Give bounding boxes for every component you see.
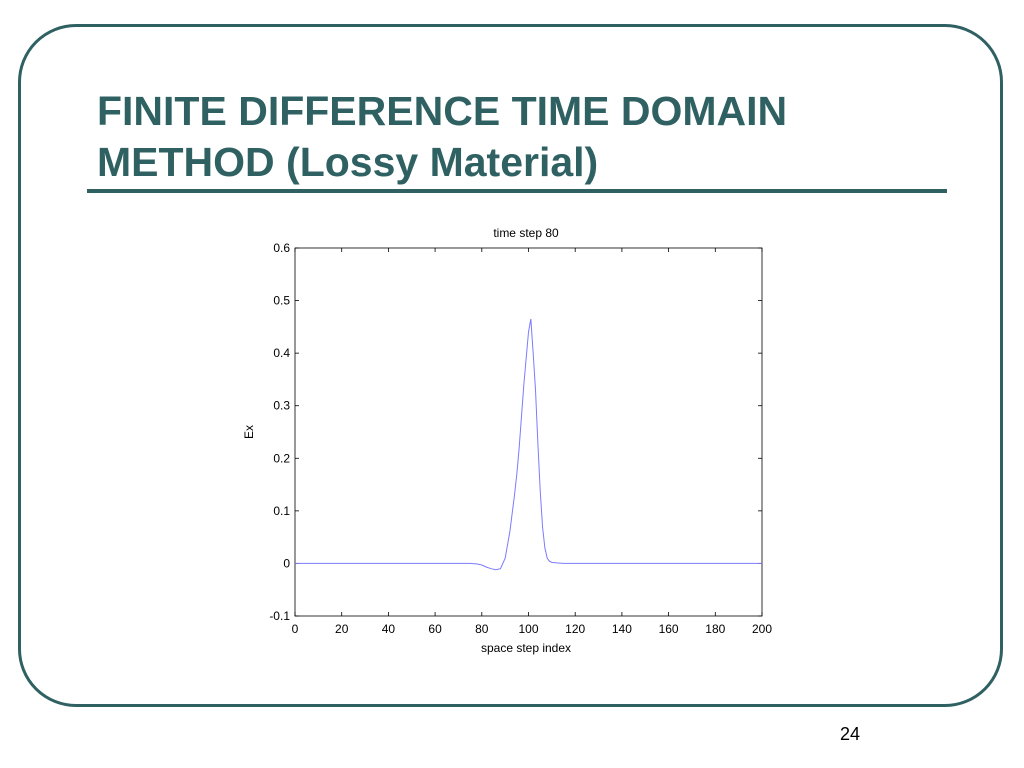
x-tick-label: 100	[518, 622, 538, 636]
x-axis-ticks: 0 20 40 60 80 100 120 140 160 180 200	[292, 248, 772, 636]
chart-title: time step 80	[493, 226, 559, 240]
x-tick-label: 40	[382, 622, 396, 636]
x-axis-label: space step index	[481, 641, 571, 655]
x-tick-label: 160	[659, 622, 679, 636]
x-tick-label: 140	[612, 622, 632, 636]
slide-title: FINITE DIFFERENCE TIME DOMAIN METHOD (Lo…	[97, 86, 957, 188]
y-tick-label: 0.5	[273, 294, 290, 308]
slide-frame	[18, 24, 1003, 707]
y-tick-label: -0.1	[269, 609, 290, 623]
x-tick-label: 60	[428, 622, 442, 636]
y-tick-label: 0.6	[273, 241, 290, 255]
x-tick-label: 180	[705, 622, 725, 636]
y-tick-label: 0.3	[273, 399, 290, 413]
slide-title-line-2: METHOD (Lossy Material)	[97, 139, 599, 185]
y-tick-label: 0.4	[273, 346, 290, 360]
y-tick-label: 0	[283, 556, 290, 570]
slide-title-line-1: FINITE DIFFERENCE TIME DOMAIN	[97, 88, 788, 134]
y-axis-label: Ex	[242, 425, 256, 439]
x-tick-label: 200	[752, 622, 772, 636]
title-underline	[87, 189, 947, 193]
x-tick-label: 120	[565, 622, 585, 636]
x-tick-label: 0	[292, 622, 299, 636]
x-tick-label: 20	[335, 622, 349, 636]
y-axis-ticks: -0.1 0 0.1 0.2 0.3 0.4 0.5 0.6	[269, 241, 762, 623]
y-tick-label: 0.1	[273, 504, 290, 518]
y-tick-label: 0.2	[273, 451, 290, 465]
plot-area-frame	[294, 247, 763, 617]
series-line	[295, 318, 762, 571]
page-number: 24	[840, 724, 861, 744]
x-tick-label: 80	[475, 622, 489, 636]
